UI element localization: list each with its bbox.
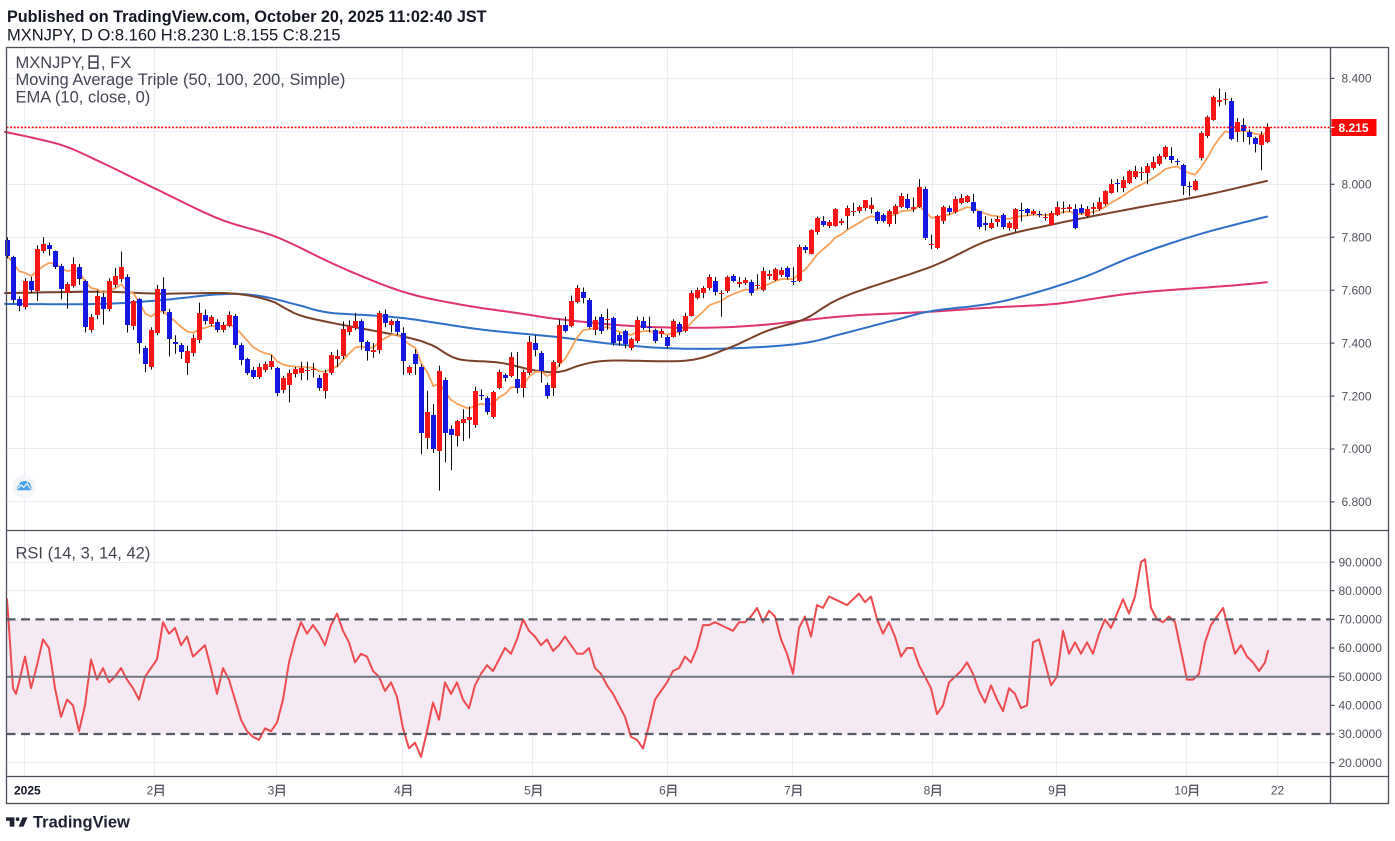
svg-text:8.000: 8.000 bbox=[1342, 178, 1372, 192]
svg-text:30.0000: 30.0000 bbox=[1339, 727, 1383, 741]
svg-text:70.0000: 70.0000 bbox=[1339, 613, 1383, 627]
svg-text:10: 10 bbox=[1174, 784, 1188, 798]
svg-text:5: 5 bbox=[524, 784, 531, 798]
svg-text:MXNJPY,: MXNJPY, bbox=[16, 54, 85, 72]
svg-text:40.0000: 40.0000 bbox=[1339, 699, 1383, 713]
svg-text:2: 2 bbox=[147, 784, 154, 798]
svg-text:7.200: 7.200 bbox=[1342, 389, 1372, 403]
svg-text:9: 9 bbox=[1048, 784, 1055, 798]
svg-text:Published on TradingView.com,: Published on TradingView.com, October 20… bbox=[7, 8, 487, 26]
svg-text:EMA (10, close, 0): EMA (10, close, 0) bbox=[16, 89, 151, 107]
svg-text:90.0000: 90.0000 bbox=[1339, 555, 1383, 569]
svg-text:50.0000: 50.0000 bbox=[1339, 670, 1383, 684]
svg-text:8: 8 bbox=[924, 784, 931, 798]
svg-text:6.800: 6.800 bbox=[1342, 495, 1372, 509]
svg-text:7.000: 7.000 bbox=[1342, 442, 1372, 456]
svg-text:7.400: 7.400 bbox=[1342, 336, 1372, 350]
svg-text:8.215: 8.215 bbox=[1339, 121, 1369, 135]
svg-text:7.800: 7.800 bbox=[1342, 230, 1372, 244]
svg-text:20.0000: 20.0000 bbox=[1339, 756, 1383, 770]
svg-text:4: 4 bbox=[394, 784, 401, 798]
svg-text:3: 3 bbox=[268, 784, 275, 798]
svg-text:RSI (14, 3, 14, 42): RSI (14, 3, 14, 42) bbox=[16, 545, 151, 563]
svg-text:7: 7 bbox=[784, 784, 791, 798]
svg-text:22: 22 bbox=[1271, 784, 1285, 798]
svg-text:80.0000: 80.0000 bbox=[1339, 584, 1383, 598]
svg-text:7.600: 7.600 bbox=[1342, 283, 1372, 297]
svg-text:Moving Average Triple (50, 100: Moving Average Triple (50, 100, 200, Sim… bbox=[16, 71, 346, 89]
svg-text:60.0000: 60.0000 bbox=[1339, 641, 1383, 655]
svg-text:8.400: 8.400 bbox=[1342, 72, 1372, 86]
svg-text:, FX: , FX bbox=[101, 54, 131, 72]
svg-text:2025: 2025 bbox=[14, 784, 41, 798]
svg-text:6: 6 bbox=[659, 784, 666, 798]
svg-text:TradingView: TradingView bbox=[33, 814, 130, 832]
svg-text:MXNJPY, D O:8.160 H:8.230 L:8.: MXNJPY, D O:8.160 H:8.230 L:8.155 C:8.21… bbox=[7, 27, 341, 45]
